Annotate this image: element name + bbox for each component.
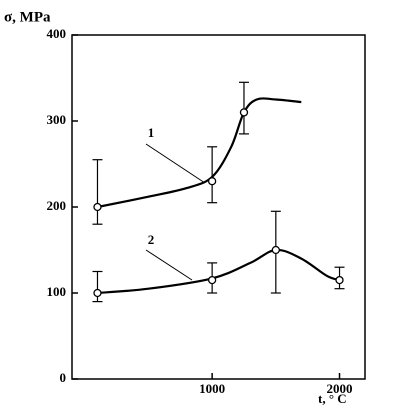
data-point	[93, 288, 102, 298]
series-label: 1	[148, 125, 155, 140]
plot-frame	[71, 34, 366, 380]
x-tick-label: 1000	[199, 381, 225, 396]
data-point	[207, 275, 217, 285]
y-tick-label: 0	[60, 370, 67, 385]
data-point	[335, 275, 344, 285]
y-tick-label: 200	[47, 198, 67, 213]
fit-curve	[97, 97, 302, 209]
x-tick-label: 2000	[327, 381, 353, 396]
leader-line	[145, 143, 206, 184]
series-label: 2	[148, 232, 155, 247]
leader-line	[145, 249, 193, 281]
data-point	[93, 202, 102, 212]
data-point	[271, 245, 280, 255]
y-tick-label: 100	[47, 284, 67, 299]
fit-curve	[97, 248, 340, 295]
x-axis-label: t, ° C	[318, 391, 347, 406]
y-tick-label: 400	[47, 26, 67, 41]
y-tick-label: 300	[47, 112, 67, 127]
data-point	[207, 177, 217, 186]
y-axis-label: σ, MPa	[4, 9, 51, 25]
data-point	[239, 108, 249, 117]
